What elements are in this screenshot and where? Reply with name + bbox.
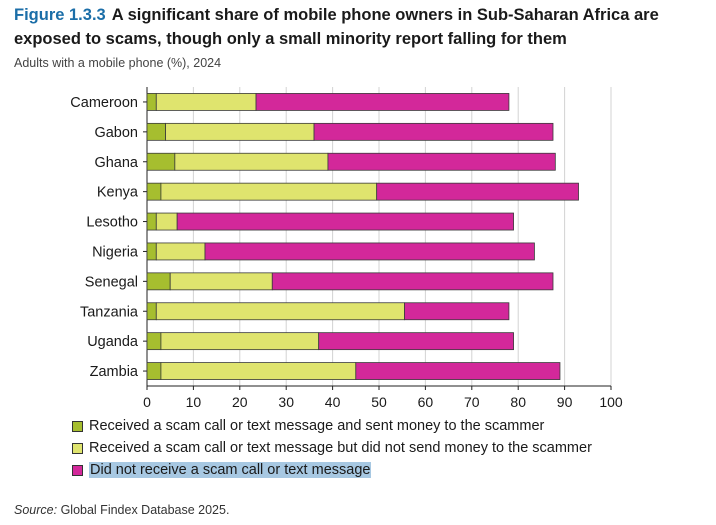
stacked-bar-chart: 0 10 20 30 40 50 60 70 80 90 100 Cameroon Gabon Ghana… [70, 87, 623, 410]
bar-segment-nigeria-series-3 [204, 242, 535, 261]
category-label-senegal: Senegal [85, 274, 138, 290]
legend-swatch-3 [72, 464, 83, 476]
figure-title-text: A significant share of mobile phone owne… [14, 6, 659, 48]
source-note: Source: Global Findex Database 2025. [14, 503, 229, 517]
bar-segment-lesotho-series-2 [155, 212, 178, 231]
bar-segment-kenya-series-3 [376, 182, 579, 201]
figure-label: Figure 1.3.3 [14, 6, 106, 24]
source-text: Global Findex Database 2025. [60, 503, 230, 517]
bar-segment-zambia-series-2 [160, 362, 357, 380]
figure-title: Figure 1.3.3 A significant share of mobil… [14, 3, 704, 51]
category-label-zambia: Zambia [90, 364, 139, 380]
legend-label-3: Did not receive a scam call or text mess… [89, 462, 372, 478]
legend-label-2: Received a scam call or text message but… [89, 440, 592, 456]
bar-segment-uganda-series-2 [160, 332, 320, 351]
bar-segment-tanzania-series-1 [146, 302, 157, 321]
bar-segment-tanzania-series-2 [155, 302, 405, 321]
bar-segment-zambia-series-1 [146, 362, 162, 380]
x-tick-label-90: 90 [557, 394, 573, 410]
source-prefix: Source: [14, 503, 58, 517]
x-tick-label-20: 20 [232, 394, 248, 410]
x-tick-label-60: 60 [418, 394, 434, 410]
bar-segment-cameroon-series-1 [146, 93, 157, 111]
x-tick-label-0: 0 [143, 394, 151, 410]
bar-segment-uganda-series-1 [146, 332, 162, 351]
legend-item-2: Received a scam call or text message but… [72, 437, 592, 459]
bar-segment-zambia-series-3 [355, 362, 561, 380]
bar-segment-gabon-series-3 [313, 122, 554, 141]
bar-segment-kenya-series-2 [160, 182, 378, 201]
x-tick-label-10: 10 [186, 394, 202, 410]
x-tick-label-40: 40 [325, 394, 341, 410]
bar-segment-ghana-series-2 [174, 152, 329, 171]
category-label-nigeria: Nigeria [92, 244, 139, 260]
bar-segment-tanzania-series-3 [404, 302, 510, 321]
bar-segment-ghana-series-3 [327, 152, 556, 171]
category-label-gabon: Gabon [94, 125, 138, 141]
bar-segment-cameroon-series-2 [155, 93, 257, 111]
x-tick-label-100: 100 [599, 394, 623, 410]
figure-subtitle: Adults with a mobile phone (%), 2024 [14, 56, 222, 70]
category-label-ghana: Ghana [94, 155, 138, 171]
bar-segment-nigeria-series-2 [155, 242, 206, 261]
bar-segment-cameroon-series-3 [255, 93, 510, 111]
bar-segment-gabon-series-1 [146, 122, 166, 141]
category-label-uganda: Uganda [87, 334, 139, 350]
category-label-kenya: Kenya [97, 185, 139, 201]
bar-segment-nigeria-series-1 [146, 242, 157, 261]
legend-label-1: Received a scam call or text message and… [89, 418, 545, 434]
x-tick-label-80: 80 [510, 394, 526, 410]
legend-swatch-1 [72, 420, 83, 432]
bar-segment-senegal-series-1 [146, 272, 171, 291]
x-tick-label-50: 50 [371, 394, 387, 410]
legend-item-1: Received a scam call or text message and… [72, 415, 592, 437]
category-label-tanzania: Tanzania [80, 304, 139, 320]
category-label-lesotho: Lesotho [86, 215, 138, 231]
x-tick-label-70: 70 [464, 394, 480, 410]
chart-legend: Received a scam call or text message and… [72, 415, 592, 481]
bar-segment-kenya-series-1 [146, 182, 162, 201]
bar-segment-senegal-series-2 [169, 272, 273, 291]
bar-segment-ghana-series-1 [146, 152, 176, 171]
x-tick-label-30: 30 [278, 394, 294, 410]
legend-item-3: Did not receive a scam call or text mess… [72, 459, 592, 481]
bar-segment-lesotho-series-3 [176, 212, 514, 231]
bar-segment-lesotho-series-1 [146, 212, 157, 231]
category-label-cameroon: Cameroon [70, 95, 138, 111]
bar-segment-gabon-series-2 [165, 122, 315, 141]
legend-swatch-2 [72, 442, 83, 454]
bar-segment-uganda-series-3 [318, 332, 514, 351]
bar-segment-senegal-series-3 [271, 272, 554, 291]
